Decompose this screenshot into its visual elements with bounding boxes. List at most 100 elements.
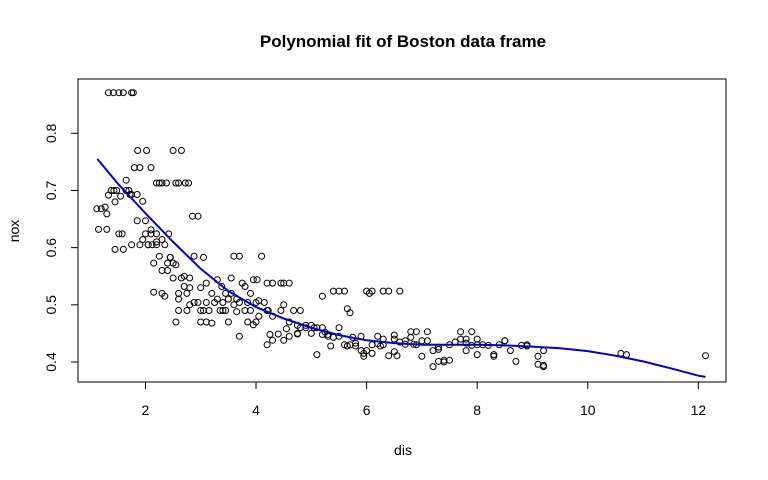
data-point bbox=[180, 272, 188, 280]
data-point bbox=[249, 276, 257, 284]
data-point bbox=[255, 312, 263, 320]
data-point bbox=[158, 289, 166, 297]
data-point bbox=[540, 347, 547, 355]
data-point bbox=[103, 210, 111, 218]
data-point bbox=[457, 328, 465, 336]
data-point bbox=[230, 301, 238, 309]
data-point bbox=[329, 333, 337, 341]
data-point bbox=[249, 321, 257, 329]
data-point bbox=[412, 328, 420, 336]
data-point bbox=[111, 198, 119, 206]
data-point bbox=[119, 89, 127, 97]
data-point bbox=[473, 335, 481, 343]
data-point bbox=[208, 319, 216, 327]
data-point bbox=[418, 352, 426, 360]
data-point bbox=[277, 279, 285, 287]
data-point bbox=[129, 89, 137, 97]
data-point bbox=[194, 212, 202, 220]
data-point bbox=[115, 89, 123, 97]
data-point bbox=[462, 339, 470, 347]
y-tick-label: 0.8 bbox=[43, 123, 59, 143]
data-point bbox=[523, 341, 531, 349]
data-point bbox=[169, 259, 177, 267]
data-point bbox=[163, 179, 170, 187]
plot-frame bbox=[77, 78, 727, 383]
data-point bbox=[161, 241, 169, 249]
x-tick-label: 4 bbox=[252, 402, 260, 418]
data-point bbox=[285, 332, 293, 340]
data-point bbox=[490, 352, 498, 360]
data-point bbox=[385, 287, 393, 295]
y-axis-label: nox bbox=[6, 220, 22, 243]
data-point bbox=[134, 147, 142, 154]
data-point bbox=[346, 309, 354, 317]
data-point bbox=[115, 230, 123, 238]
data-point bbox=[429, 347, 437, 355]
data-point bbox=[396, 287, 404, 295]
data-point bbox=[224, 295, 232, 303]
data-point bbox=[274, 330, 282, 338]
data-point bbox=[111, 245, 119, 253]
data-point bbox=[501, 337, 509, 345]
data-point bbox=[247, 307, 254, 314]
data-point bbox=[142, 217, 149, 225]
y-axis: 0.4 0.5 0.6 0.7 0.8 bbox=[43, 123, 79, 372]
data-point bbox=[534, 352, 542, 360]
data-point bbox=[235, 252, 243, 260]
data-point bbox=[368, 287, 376, 295]
data-point bbox=[150, 259, 158, 267]
data-point bbox=[277, 307, 285, 314]
data-point bbox=[280, 301, 288, 309]
data-point bbox=[252, 299, 260, 306]
x-tick-label: 10 bbox=[580, 402, 596, 418]
data-point bbox=[263, 341, 271, 349]
data-point bbox=[457, 335, 465, 343]
data-point bbox=[429, 363, 437, 371]
data-point bbox=[153, 241, 160, 249]
data-point bbox=[181, 179, 189, 187]
data-point bbox=[374, 332, 382, 340]
data-point bbox=[296, 307, 304, 314]
data-point bbox=[440, 358, 448, 366]
data-point bbox=[172, 318, 180, 326]
data-point bbox=[222, 307, 230, 314]
data-point bbox=[390, 348, 398, 356]
data-point bbox=[313, 351, 321, 359]
data-point bbox=[104, 89, 112, 97]
data-point bbox=[194, 299, 202, 306]
data-point bbox=[534, 360, 542, 368]
data-point bbox=[327, 342, 335, 350]
data-point bbox=[155, 252, 163, 260]
data-point bbox=[139, 197, 147, 205]
data-point bbox=[224, 318, 232, 326]
data-point bbox=[177, 147, 185, 154]
data-point bbox=[95, 225, 102, 233]
data-point bbox=[294, 329, 301, 337]
data-point bbox=[133, 217, 141, 225]
data-point bbox=[462, 347, 470, 355]
data-point bbox=[241, 283, 249, 290]
data-point bbox=[175, 295, 183, 303]
data-point bbox=[269, 336, 277, 344]
x-axis-label: dis bbox=[394, 442, 412, 458]
data-point bbox=[136, 241, 144, 249]
data-point bbox=[122, 176, 130, 184]
data-point bbox=[143, 147, 151, 154]
data-point bbox=[473, 351, 481, 359]
x-tick-label: 8 bbox=[473, 402, 481, 418]
data-point bbox=[368, 349, 376, 357]
data-point bbox=[186, 284, 194, 292]
data-point bbox=[93, 205, 101, 213]
data-point bbox=[390, 331, 398, 339]
data-point bbox=[133, 191, 141, 198]
x-tick-label: 2 bbox=[142, 402, 150, 418]
data-point bbox=[183, 289, 191, 297]
data-point bbox=[235, 332, 243, 340]
data-point bbox=[185, 179, 193, 187]
data-point bbox=[117, 192, 125, 200]
data-point bbox=[158, 179, 166, 187]
data-point bbox=[208, 289, 216, 297]
data-point bbox=[346, 341, 354, 349]
data-point bbox=[341, 287, 348, 295]
